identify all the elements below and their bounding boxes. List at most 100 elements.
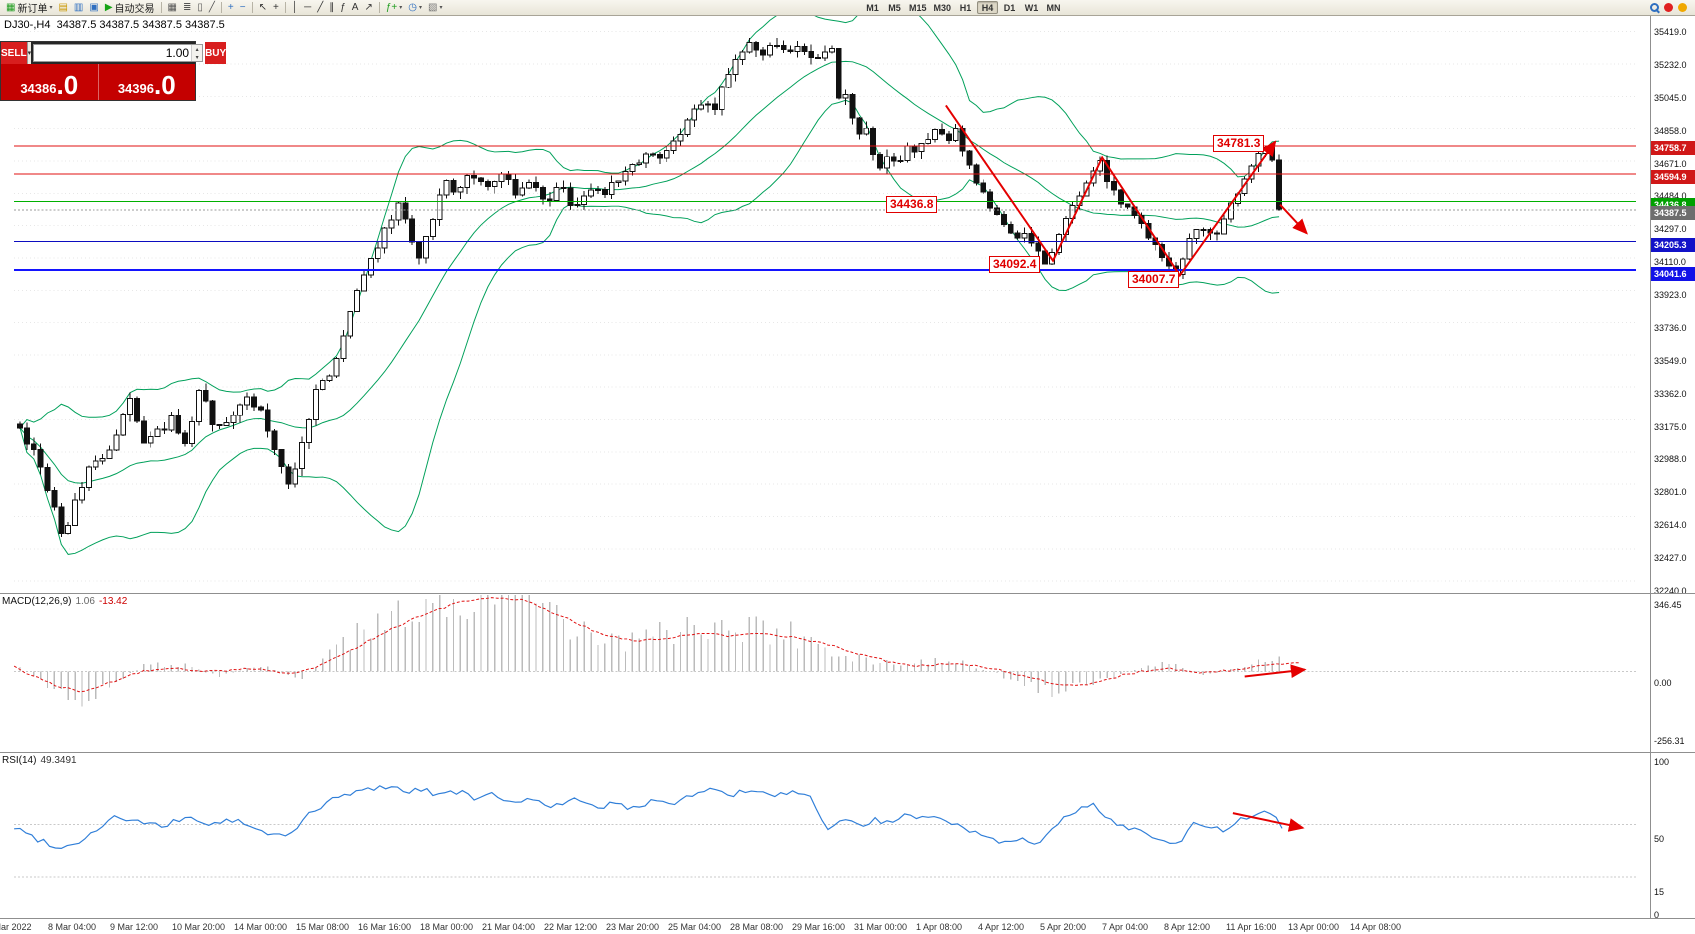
volume-decrease-button[interactable] [192, 53, 203, 61]
candle-body [127, 397, 134, 416]
candle-body [1214, 232, 1221, 235]
market-watch-button[interactable]: ▥ [71, 1, 86, 15]
trendline-button[interactable]: ╱ [314, 1, 326, 15]
candle-body [1124, 203, 1131, 208]
crosshair-button[interactable]: + [270, 1, 282, 15]
sell-button[interactable]: SELL [1, 42, 27, 64]
macd-signal-line [13, 597, 1300, 693]
candle-body [767, 44, 773, 56]
price-chart[interactable] [0, 16, 1650, 934]
new-order-button[interactable]: ▦ 新订单 ▾ [3, 1, 55, 15]
panel-separator[interactable] [0, 593, 1695, 594]
candle-body [801, 46, 808, 52]
candle-body [595, 189, 601, 192]
time-scale[interactable]: 7 Mar 2022 8 Mar 04:00 9 Mar 12:00 10 Mar 2… [0, 918, 1695, 934]
timeframe-m1-button[interactable]: M1 [866, 2, 879, 13]
candle-body [1021, 233, 1028, 239]
search-icon[interactable] [1650, 3, 1659, 12]
candle-body [1104, 159, 1111, 183]
sell-price-button[interactable]: 34386.0 [1, 64, 98, 100]
rsi-line [14, 785, 1283, 849]
timeframe-d1-button[interactable]: D1 [1003, 2, 1016, 13]
price-annotation[interactable]: 34092.4 [989, 256, 1041, 273]
price-annotation[interactable]: 34781.3 [1213, 135, 1265, 152]
candle-body [168, 414, 175, 431]
line-chart-button[interactable]: ╱ [206, 1, 218, 15]
candle-body [195, 390, 202, 422]
community-icon[interactable] [1664, 3, 1673, 12]
candle-body [904, 145, 911, 161]
candle-body [539, 186, 546, 200]
price-scale[interactable]: 35419.0 35232.0 35045.0 34858.0 34671.0 34484… [1650, 16, 1695, 920]
periods-icon: ◷ [408, 2, 417, 13]
timeframe-m5-button[interactable]: M5 [888, 2, 901, 13]
arrows-button[interactable]: ↗ [361, 1, 375, 15]
cursor-button[interactable]: ↖ [256, 1, 270, 15]
volume-input[interactable] [34, 45, 192, 61]
caret-down-icon: ▾ [399, 5, 403, 11]
volume-increase-button[interactable] [192, 45, 203, 53]
rsi-scale-label: 100 [1654, 757, 1670, 767]
trend-zigzag-arrow [945, 104, 1277, 278]
buy-price-button[interactable]: 34396.0 [99, 64, 196, 100]
candle-body [51, 490, 58, 508]
price-scale-tick: 32427.0 [1654, 553, 1687, 563]
notification-icon[interactable] [1678, 3, 1687, 12]
timeframe-h1-button[interactable]: H1 [959, 2, 972, 13]
toolbar: ▦ 新订单 ▾ ▤ ▥ ▣ ▶ 自动交易 ▦ ≣ ▯ ╱ + − ↖ + │ ─ ╱ ∥ ƒ A ↗ ƒ+ ▾ ◷ ▾ ▧ ▾ M1 M5… [0, 0, 1695, 16]
time-scale-label: 14 Mar 00:00 [234, 922, 288, 932]
timeframe-m15-button[interactable]: M15 [909, 2, 927, 13]
candlestick-chart-button[interactable]: ▯ [194, 1, 206, 15]
candle-body [478, 177, 484, 183]
timeframe-h4-button[interactable]: H4 [977, 1, 999, 14]
candle-body [601, 189, 608, 195]
candle-body [416, 241, 423, 259]
periods-button[interactable]: ◷ ▾ [405, 1, 425, 15]
order-options-caret[interactable] [26, 42, 32, 64]
time-scale-label: 7 Mar 2022 [0, 922, 32, 932]
chart-windows-button[interactable]: ▤ [55, 1, 70, 15]
timeframe-mn-button[interactable]: MN [1046, 2, 1061, 13]
candle-body [684, 119, 691, 135]
time-scale-label: 8 Apr 12:00 [1164, 922, 1211, 932]
candle-body [980, 182, 987, 193]
equidistant-channel-button[interactable]: ∥ [326, 1, 337, 15]
tile-windows-button[interactable]: ▦ [165, 1, 180, 15]
candle-body [312, 388, 319, 420]
timeframe-w1-button[interactable]: W1 [1024, 2, 1039, 13]
candle-body [326, 375, 333, 382]
buy-button[interactable]: BUY [205, 42, 227, 64]
candle-body [574, 203, 581, 206]
templates-button[interactable]: ▧ ▾ [425, 1, 445, 15]
candle-body [546, 198, 553, 201]
candle-body [450, 179, 457, 193]
macd-indicator-label: MACD(12,26,9) 1.06 -13.42 [2, 596, 127, 607]
bar-chart-button[interactable]: ≣ [180, 1, 194, 15]
fibonacci-button[interactable]: ƒ [337, 1, 349, 15]
candle-body [842, 93, 849, 99]
candle-body [567, 187, 574, 206]
text-button[interactable]: A [349, 1, 362, 15]
candle-body [347, 311, 354, 337]
candle-body [746, 41, 753, 53]
candle-body [512, 179, 519, 196]
zoom-out-button[interactable]: − [237, 1, 249, 15]
candle-body [725, 74, 732, 88]
candle-body [952, 127, 959, 141]
timeframe-m30-button[interactable]: M30 [933, 2, 952, 13]
price-tag: 34758.7 [1651, 141, 1695, 155]
price-divider [97, 64, 99, 100]
horizontal-line-button[interactable]: ─ [301, 1, 314, 15]
candle-body [677, 133, 684, 142]
price-scale-tick: 33175.0 [1654, 422, 1687, 432]
vertical-line-button[interactable]: │ [289, 1, 301, 15]
indicators-button[interactable]: ƒ+ ▾ [383, 1, 405, 15]
zoom-in-button[interactable]: + [225, 1, 237, 15]
navigator-button[interactable]: ▣ [86, 1, 101, 15]
panel-separator[interactable] [0, 752, 1695, 753]
candle-body [292, 468, 299, 485]
price-annotation[interactable]: 34436.8 [886, 196, 938, 213]
autotrading-button[interactable]: ▶ 自动交易 [102, 1, 158, 15]
candle-body [828, 48, 835, 53]
price-annotation[interactable]: 34007.7 [1128, 271, 1180, 288]
